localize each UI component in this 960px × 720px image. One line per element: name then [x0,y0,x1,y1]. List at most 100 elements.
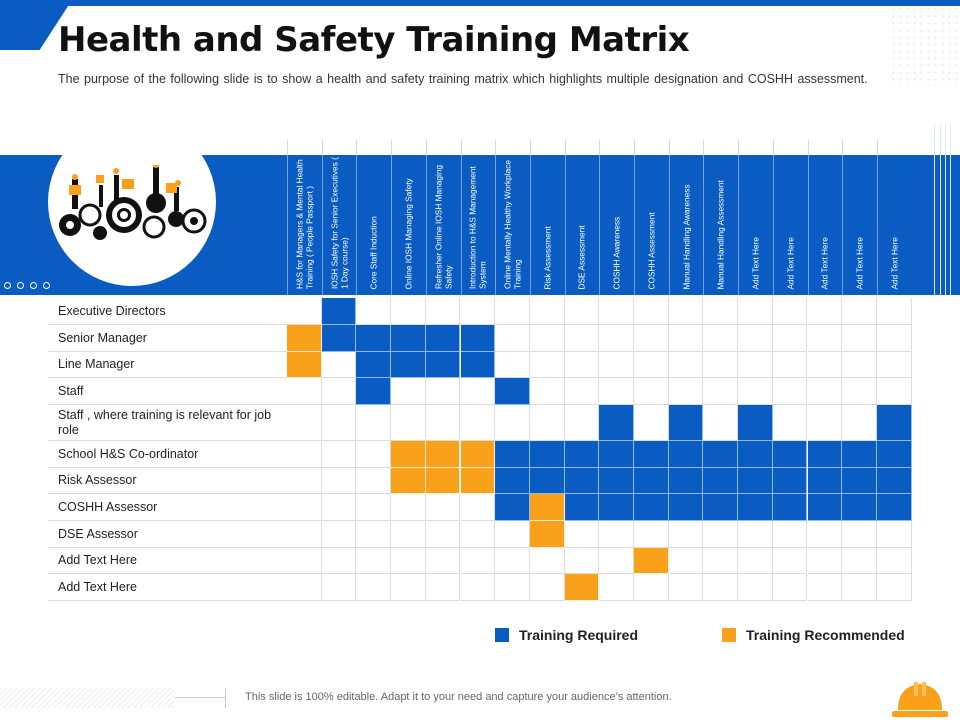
legend-recommended-label: Training Recommended [746,627,905,643]
column-header: Add Text Here [738,140,773,295]
matrix-cell-empty [842,574,877,601]
matrix-cell-empty [876,548,912,574]
column-header-stub [564,140,599,155]
matrix-cell-empty [634,352,669,378]
matrix-cell-required [703,468,739,494]
footer-divider-tick [225,688,226,708]
matrix-cell-empty [668,378,704,405]
matrix-cell-empty [425,521,461,548]
column-header-stub [391,140,425,155]
matrix-cell-required [460,352,496,378]
column-header-label: Add Text Here [819,236,830,289]
matrix-cell-empty [495,405,530,441]
matrix-cell-empty [564,325,600,352]
matrix-cell-empty [703,521,739,548]
matrix-cell-required [599,405,634,441]
matrix-cell-required [460,325,496,352]
matrix-cell-required [703,494,739,521]
column-header-label: Refresher Online IOSH Managing Safety [433,164,453,289]
row-label: Staff [48,378,287,405]
matrix-cell-empty [356,441,392,468]
matrix-cell-empty [634,325,669,352]
matrix-cell-required [599,494,634,521]
hard-hat-icon [892,682,948,717]
page-subtitle: The purpose of the following slide is to… [58,72,868,86]
column-header-stub [668,140,703,155]
column-header: H&S for Managers & Mental Health Trainin… [287,140,322,295]
matrix-cell-empty [842,298,877,325]
matrix-cell-recommended [529,521,565,548]
matrix-cell-empty [495,325,530,352]
matrix-cell-recommended [425,468,461,494]
matrix-cell-required [738,405,773,441]
matrix-cell-empty [460,405,496,441]
matrix-cell-required [321,298,357,325]
matrix-cell-empty [460,521,496,548]
matrix-cell-empty [772,548,808,574]
matrix-cell-empty [876,352,912,378]
matrix-cell-required [738,468,773,494]
matrix-cell-recommended [564,574,600,601]
column-header-stub [425,140,460,155]
column-header-stub [634,140,668,155]
matrix-cell-empty [772,574,808,601]
matrix-cell-required [564,494,600,521]
matrix-cell-required [425,352,461,378]
top-accent-bar [0,0,960,6]
matrix-cell-required [356,352,392,378]
matrix-cell-required [738,441,773,468]
matrix-cell-empty [842,405,877,441]
matrix-cell-empty [738,521,773,548]
matrix-cell-empty [391,298,426,325]
matrix-cell-empty [842,548,877,574]
matrix-cell-empty [599,548,634,574]
matrix-cell-empty [564,298,600,325]
footer-text: This slide is 100% editable. Adapt it to… [245,691,672,703]
matrix-cell-empty [807,298,843,325]
matrix-cell-empty [564,521,600,548]
column-header-label: Risk Assessment [541,225,552,289]
matrix-cell-required [772,441,808,468]
matrix-cell-empty [529,574,565,601]
matrix-cell-empty [772,325,808,352]
matrix-cell-empty [321,352,357,378]
matrix-cell-empty [287,521,322,548]
column-header-label: COSHH Awareness [611,216,622,289]
matrix-cell-empty [634,574,669,601]
matrix-cell-empty [529,548,565,574]
matrix-cell-empty [391,378,426,405]
dot-pattern-decoration [890,6,960,86]
matrix-cell-empty [529,325,565,352]
matrix-cell-empty [425,405,461,441]
matrix-cell-empty [460,494,496,521]
matrix-cell-empty [772,521,808,548]
matrix-cell-empty [876,325,912,352]
column-header-stub [495,140,529,155]
matrix-cell-required [668,405,704,441]
matrix-cell-required [876,441,912,468]
matrix-cell-recommended [287,325,322,352]
row-label: DSE Assessor [48,521,287,548]
column-header: Online IOSH Managing Safety [391,140,426,295]
matrix-cell-empty [425,548,461,574]
column-header-label: Manual Handling Assessment [715,179,726,289]
column-header-label: Add Text Here [854,236,865,289]
matrix-cell-empty [876,298,912,325]
matrix-cell-empty [634,521,669,548]
matrix-cell-required [529,468,565,494]
matrix-cell-recommended [460,441,496,468]
column-header: Refresher Online IOSH Managing Safety [425,140,461,295]
matrix-cell-empty [842,378,877,405]
column-header: Add Text Here [807,140,843,295]
workers-on-gears-icon [59,165,207,240]
row-label: Staff , where training is relevant for j… [48,405,287,441]
matrix-cell-empty [321,521,357,548]
column-header-stub [287,140,321,155]
column-header-stub [703,140,738,155]
matrix-cell-empty [356,468,392,494]
matrix-cell-empty [356,298,392,325]
matrix-cell-empty [703,298,739,325]
matrix-cell-empty [495,574,530,601]
matrix-cell-required [807,468,843,494]
column-header-stub [356,140,391,155]
